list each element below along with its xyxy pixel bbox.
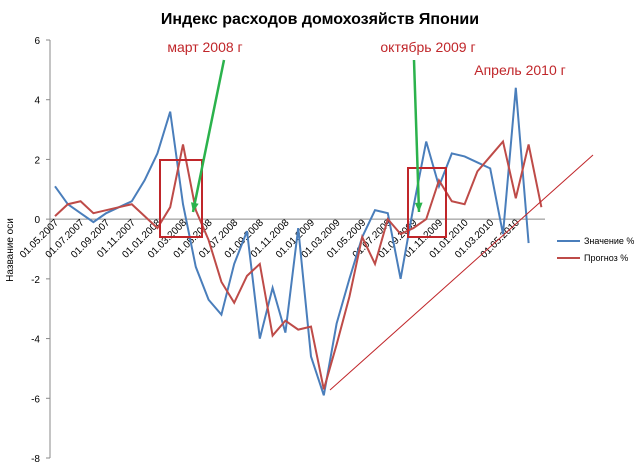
series-line: [54, 139, 543, 390]
arrow: [191, 59, 226, 213]
y-tick-label: -8: [31, 454, 40, 465]
y-tick-label: 6: [34, 36, 40, 47]
y-tick-label: 2: [34, 155, 40, 166]
chart-title: Индекс расходов домохозяйств Японии: [161, 11, 479, 28]
arrow-head: [414, 202, 423, 212]
annotation: март 2008 г: [167, 39, 242, 55]
annotation: Апрель 2010 г: [474, 62, 566, 78]
y-tick-label: -4: [31, 335, 40, 346]
trend-line: [329, 154, 594, 391]
series-line: [54, 87, 530, 396]
annotation: октябрь 2009 г: [380, 39, 475, 55]
legend-label: Значение %: [584, 236, 634, 246]
highlight-box: [407, 167, 447, 238]
legend-label: Прогноз %: [584, 253, 628, 263]
y-tick-label: 0: [34, 215, 40, 226]
y-tick-label: 4: [34, 96, 40, 107]
y-tick-label: -2: [31, 275, 40, 286]
highlight-box: [159, 159, 203, 238]
y-tick-label: -6: [31, 394, 40, 405]
arrow-head: [191, 202, 199, 212]
y-axis-label: Название оси: [5, 218, 16, 282]
arrow: [412, 59, 421, 213]
